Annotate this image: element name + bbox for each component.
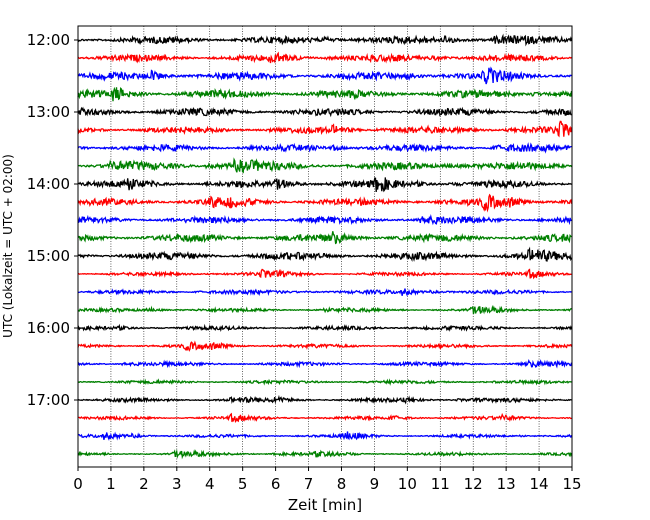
x-tick-label: 4 — [205, 475, 215, 493]
trace-line — [77, 193, 573, 213]
x-tick-label: 10 — [398, 475, 417, 493]
y-tick-label: 13:00 — [27, 103, 70, 121]
x-tick-label: 7 — [304, 475, 314, 493]
trace-line — [77, 86, 573, 102]
trace-line — [77, 51, 572, 64]
trace-line — [77, 268, 572, 280]
x-tick-label: 2 — [139, 475, 149, 493]
x-tick-label: 8 — [337, 475, 347, 493]
trace-line — [77, 66, 572, 85]
trace-line — [77, 323, 573, 332]
x-tick-label: 12 — [464, 475, 483, 493]
trace-line — [77, 304, 572, 315]
x-tick-label: 13 — [497, 475, 516, 493]
trace-line — [77, 33, 573, 47]
trace-line — [77, 449, 573, 460]
x-axis-ticks: 0 1 2 3 4 5 6 7 8 9 10 11 12 13 14 15 — [73, 467, 582, 493]
y-tick-label: 14:00 — [27, 175, 70, 193]
trace-line — [77, 142, 572, 154]
plot-frame — [77, 25, 573, 468]
trace-line — [77, 288, 572, 297]
y-tick-label: 17:00 — [27, 391, 70, 409]
trace-line — [77, 412, 572, 424]
x-axis-label: Zeit [min] — [288, 496, 362, 514]
x-tick-label: 1 — [106, 475, 116, 493]
y-axis-label: UTC (Lokalzeit = UTC + 02:00) — [1, 154, 15, 338]
trace-line — [77, 106, 572, 118]
x-tick-label: 6 — [271, 475, 281, 493]
trace-line — [77, 359, 573, 369]
x-tick-label: 15 — [562, 475, 581, 493]
x-tick-label: 0 — [73, 475, 83, 493]
y-tick-label: 16:00 — [27, 319, 70, 337]
x-tick-label: 5 — [238, 475, 248, 493]
y-axis-ticks: 12:00 13:00 14:00 15:00 16:00 17:00 — [27, 31, 78, 409]
trace-line — [77, 340, 573, 352]
y-tick-label: 12:00 — [27, 31, 70, 49]
trace-line — [77, 246, 573, 262]
trace-line — [77, 394, 572, 405]
trace-line — [78, 157, 573, 174]
trace-line — [77, 231, 572, 245]
x-tick-label: 11 — [431, 475, 450, 493]
trace-line — [77, 120, 573, 138]
trace-line — [77, 431, 573, 441]
vertical-grid — [77, 26, 573, 467]
trace-line — [77, 378, 572, 386]
x-tick-label: 3 — [172, 475, 182, 493]
x-tick-label: 14 — [530, 475, 549, 493]
seismic-traces — [77, 33, 573, 460]
y-tick-label: 15:00 — [27, 247, 70, 265]
trace-line — [77, 213, 572, 226]
trace-line — [77, 177, 572, 193]
x-tick-label: 9 — [370, 475, 380, 493]
